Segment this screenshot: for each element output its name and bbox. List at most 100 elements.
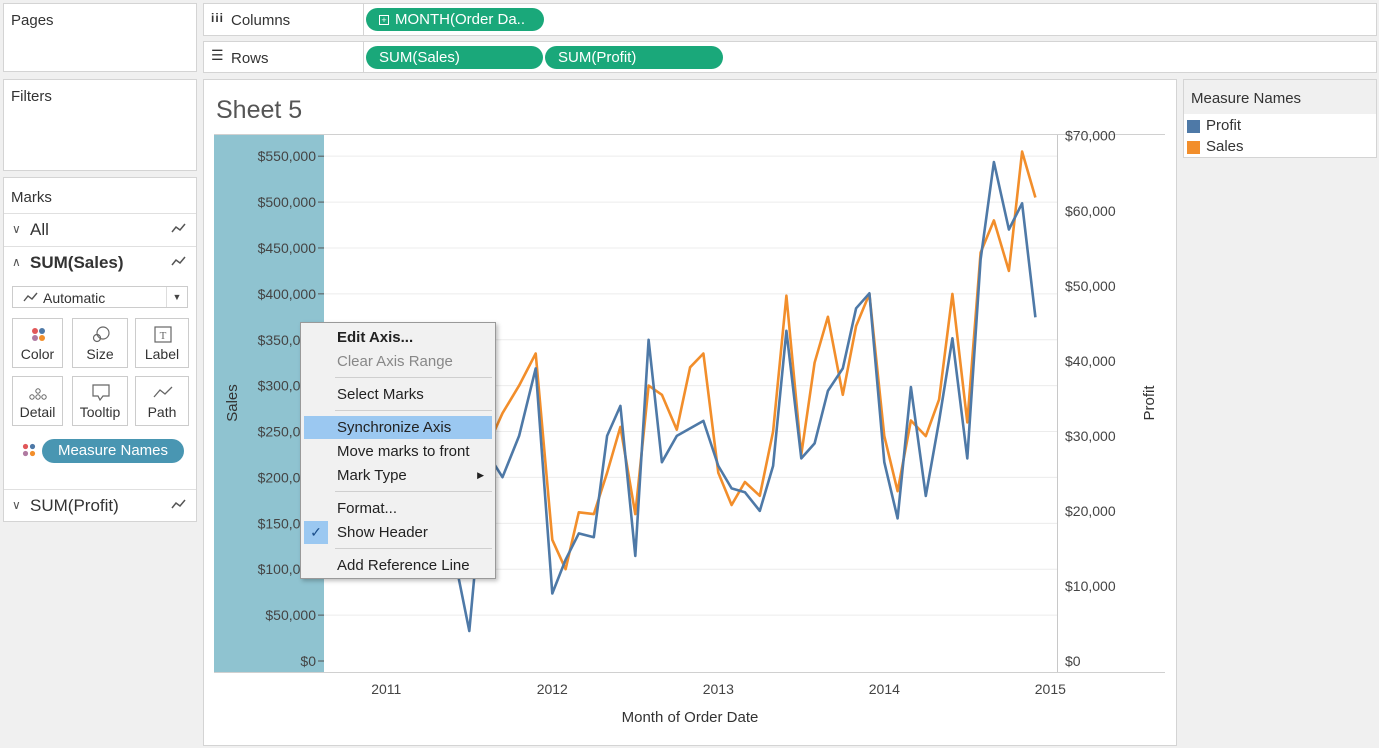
marks-all-label: All [30, 220, 49, 239]
legend-title: Measure Names [1183, 79, 1377, 114]
right-axis-tick-label: $40,000 [1065, 353, 1116, 369]
x-axis-tick-label: 2013 [703, 681, 734, 697]
columns-pill-label: MONTH(Order Da.. [395, 11, 526, 28]
legend-swatch-sales [1187, 141, 1200, 154]
expand-plus-icon: + [379, 15, 389, 25]
left-axis-tick-label: $450,000 [258, 240, 317, 256]
menu-item-select-marks[interactable]: Select Marks [337, 386, 424, 403]
tooltip-card-label: Tooltip [79, 404, 121, 420]
mark-type-dropdown[interactable]: Automatic ▼ [12, 286, 188, 308]
label-card-label: Label [144, 346, 180, 362]
menu-separator [335, 410, 492, 411]
menu-item-clear-axis-range[interactable]: Clear Axis Range [337, 353, 453, 370]
left-axis-tick-label: $500,000 [258, 194, 317, 210]
right-axis-tick-label: $10,000 [1065, 578, 1116, 594]
rows-shelf-label-area: ☰ Rows [204, 42, 364, 72]
filters-shelf[interactable]: Filters [3, 79, 197, 171]
right-axis-tick-label: $0 [1065, 653, 1081, 669]
rows-label: Rows [231, 50, 269, 67]
path-card[interactable]: Path [135, 376, 189, 426]
menu-separator [335, 377, 492, 378]
line-mark-icon [23, 292, 38, 302]
color-card[interactable]: Color [12, 318, 63, 368]
menu-item-format[interactable]: Format... [337, 500, 398, 517]
menu-item-move-marks-to-front[interactable]: Move marks to front [337, 443, 470, 460]
left-axis-tick-label: $0 [300, 653, 316, 669]
submenu-arrow-icon: ▶ [477, 470, 484, 480]
chevron-up-icon: ∧ [12, 255, 21, 269]
right-axis-tick-label: $50,000 [1065, 278, 1116, 294]
x-axis-tick-label: 2011 [371, 681, 401, 697]
left-axis-tick-label: $400,000 [258, 286, 317, 302]
svg-text:T: T [160, 330, 167, 342]
left-axis-tick-label: $50,000 [265, 607, 316, 623]
line-mark-icon [171, 256, 186, 266]
columns-label: Columns [231, 12, 291, 29]
legend-item-profit[interactable]: Profit [1187, 117, 1241, 134]
sheet-title: Sheet 5 [216, 96, 303, 124]
menu-item-synchronize-axis[interactable]: Synchronize Axis [304, 416, 492, 439]
marks-card: Marks ∨ All ∧ SUM(Sales) Automatic ▼ Col… [3, 177, 197, 522]
mark-type-value: Automatic [43, 290, 106, 306]
series-line-sales[interactable] [418, 150, 1037, 579]
label-card[interactable]: T Label [135, 318, 189, 368]
columns-icon: iii [211, 11, 225, 25]
checkbox-checked-icon: ✓ [304, 521, 328, 544]
color-icon [32, 328, 45, 341]
chevron-down-icon: ∨ [12, 498, 21, 512]
menu-item-edit-axis[interactable]: Edit Axis... [337, 329, 414, 346]
menu-item-add-reference-line[interactable]: Add Reference Line [337, 557, 470, 574]
axis-context-menu: Edit Axis... Clear Axis Range Select Mar… [300, 322, 496, 579]
right-axis-tick-label: $20,000 [1065, 503, 1116, 519]
label-icon: T [154, 326, 172, 343]
menu-item-show-header-label: Show Header [337, 524, 428, 541]
measure-names-pill[interactable]: Measure Names [42, 439, 184, 463]
color-legend-icon [22, 443, 36, 457]
detail-card-label: Detail [19, 404, 56, 420]
menu-separator [335, 548, 492, 549]
menu-item-show-header[interactable]: ✓ Show Header [304, 521, 492, 544]
path-card-label: Path [147, 404, 177, 420]
chevron-down-icon: ∨ [12, 222, 21, 236]
pages-shelf[interactable]: Pages [3, 3, 197, 72]
detail-card[interactable]: Detail [12, 376, 63, 426]
line-mark-icon [171, 499, 186, 509]
marks-row-profit[interactable]: ∨ SUM(Profit) [4, 489, 196, 522]
legend-body: Profit Sales [1183, 114, 1377, 158]
columns-shelf-label-area: iii Columns [204, 4, 364, 35]
marks-row-all[interactable]: ∨ All [4, 213, 196, 246]
rows-icon: ☰ [211, 47, 224, 63]
detail-icon [29, 388, 47, 400]
right-axis-title: Profit [1141, 385, 1158, 421]
right-axis-tick-label: $60,000 [1065, 203, 1116, 219]
columns-shelf[interactable]: iii Columns + MONTH(Order Da.. [203, 3, 1377, 36]
menu-item-mark-type-label: Mark Type [337, 467, 407, 484]
size-card-label: Size [86, 346, 114, 362]
x-axis-tick-label: 2012 [537, 681, 568, 697]
menu-separator [335, 491, 492, 492]
left-axis-title: Sales [224, 384, 241, 422]
legend-item-sales[interactable]: Sales [1187, 138, 1244, 155]
marks-title: Marks [11, 189, 52, 206]
series-line-profit[interactable] [418, 160, 1037, 633]
rows-pill-profit[interactable]: SUM(Profit) [545, 46, 723, 69]
right-axis-tick-label: $30,000 [1065, 428, 1116, 444]
marks-sales-label: SUM(Sales) [30, 253, 124, 272]
path-icon [153, 386, 173, 398]
menu-item-mark-type[interactable]: Mark Type ▶ [304, 464, 492, 487]
dropdown-arrow-icon: ▼ [166, 287, 187, 307]
legend-panel: Measure Names Profit Sales [1183, 79, 1377, 158]
line-mark-icon [171, 223, 186, 233]
tooltip-card[interactable]: Tooltip [72, 376, 128, 426]
marks-profit-label: SUM(Profit) [30, 496, 119, 515]
filters-title: Filters [11, 88, 52, 105]
legend-label-sales: Sales [1206, 138, 1244, 155]
x-axis-tick-label: 2015 [1035, 681, 1066, 697]
legend-label-profit: Profit [1206, 117, 1242, 134]
marks-row-sales[interactable]: ∧ SUM(Sales) [4, 246, 196, 279]
columns-pill-month[interactable]: + MONTH(Order Da.. [366, 8, 544, 31]
rows-pill-sales[interactable]: SUM(Sales) [366, 46, 543, 69]
size-card[interactable]: Size [72, 318, 128, 368]
rows-shelf[interactable]: ☰ Rows SUM(Sales) SUM(Profit) [203, 41, 1377, 73]
